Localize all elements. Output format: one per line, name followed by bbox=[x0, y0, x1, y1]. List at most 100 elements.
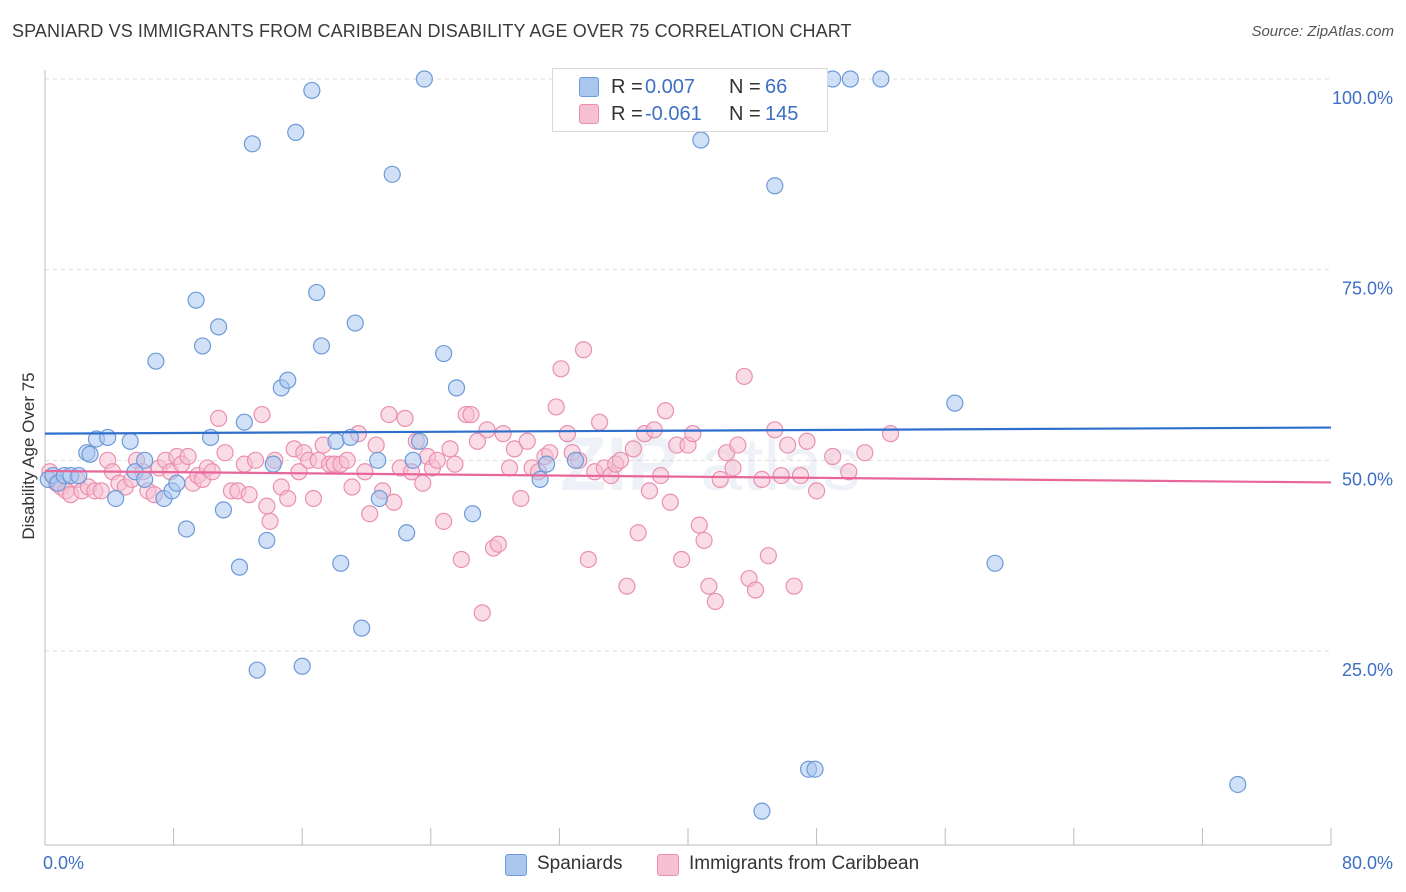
legend-n-value: 145 bbox=[765, 103, 799, 125]
point-spaniard bbox=[147, 352, 165, 370]
point-caribbean bbox=[746, 581, 765, 599]
point-spaniard bbox=[766, 177, 784, 195]
legend-row-spaniards: R = 0.007 N = 66 bbox=[553, 74, 827, 100]
point-caribbean bbox=[216, 444, 234, 462]
point-spaniard bbox=[341, 428, 360, 447]
x-ticks bbox=[44, 828, 1332, 845]
point-spaniard bbox=[841, 70, 859, 88]
point-spaniard bbox=[447, 379, 466, 397]
point-caribbean bbox=[552, 360, 570, 378]
point-spaniard bbox=[235, 413, 253, 431]
point-spaniard bbox=[370, 489, 388, 508]
point-spaniard bbox=[404, 451, 422, 469]
point-caribbean bbox=[672, 550, 691, 569]
point-spaniard bbox=[279, 371, 297, 389]
point-spaniard bbox=[70, 466, 88, 485]
point-spaniard bbox=[566, 451, 585, 469]
point-caribbean bbox=[179, 447, 197, 466]
point-spaniard bbox=[210, 318, 228, 336]
legend-n-label: N = bbox=[729, 76, 761, 98]
point-caribbean bbox=[304, 489, 323, 508]
point-caribbean bbox=[518, 432, 536, 450]
point-caribbean bbox=[711, 470, 729, 488]
point-spaniard bbox=[537, 455, 556, 473]
chart-title: SPANIARD VS IMMIGRANTS FROM CARIBBEAN DI… bbox=[12, 21, 852, 41]
point-spaniard bbox=[806, 760, 824, 778]
point-spaniard bbox=[177, 520, 196, 538]
point-caribbean bbox=[414, 474, 432, 492]
point-spaniard bbox=[346, 314, 364, 332]
x-tick-label-min: 0.0% bbox=[43, 853, 84, 873]
point-spaniard bbox=[353, 619, 371, 637]
point-caribbean bbox=[590, 413, 609, 431]
point-spaniard bbox=[136, 451, 154, 469]
point-spaniard bbox=[463, 505, 482, 523]
y-tick-label: 75.0% bbox=[1342, 279, 1393, 299]
legend-swatch-pink bbox=[657, 854, 679, 876]
legend-r-value: -0.061 bbox=[645, 103, 702, 125]
point-spaniard bbox=[230, 558, 249, 576]
legend-n-value: 66 bbox=[765, 76, 788, 98]
point-caribbean bbox=[729, 436, 747, 454]
point-caribbean bbox=[690, 516, 708, 534]
point-caribbean bbox=[396, 409, 414, 427]
point-caribbean bbox=[500, 459, 519, 477]
bottom-legend-label: Immigrants from Caribbean bbox=[689, 853, 920, 874]
point-caribbean bbox=[695, 531, 713, 550]
point-spaniard bbox=[531, 470, 549, 488]
point-spaniard bbox=[293, 657, 311, 675]
point-caribbean bbox=[361, 505, 379, 523]
point-caribbean bbox=[558, 425, 577, 443]
point-spaniard bbox=[193, 337, 212, 355]
point-spaniard bbox=[398, 524, 416, 542]
x-tick-label-max: 80.0% bbox=[1342, 853, 1393, 873]
point-spaniard bbox=[872, 70, 890, 88]
point-caribbean bbox=[807, 482, 826, 500]
point-caribbean bbox=[640, 482, 659, 500]
point-spaniard bbox=[303, 81, 321, 100]
point-caribbean bbox=[547, 398, 565, 416]
point-caribbean bbox=[246, 451, 265, 469]
point-caribbean bbox=[618, 577, 636, 595]
point-caribbean bbox=[706, 592, 724, 611]
point-spaniard bbox=[258, 531, 276, 550]
point-spaniard bbox=[107, 489, 125, 508]
point-caribbean bbox=[611, 451, 630, 469]
point-spaniard bbox=[136, 470, 154, 488]
point-caribbean bbox=[446, 455, 464, 473]
point-caribbean bbox=[92, 482, 110, 500]
point-caribbean bbox=[759, 547, 777, 565]
point-spaniard bbox=[243, 135, 261, 153]
point-caribbean bbox=[428, 451, 446, 469]
point-caribbean bbox=[724, 459, 742, 477]
point-spaniard bbox=[435, 344, 453, 363]
legend-swatch-blue bbox=[505, 854, 527, 876]
point-spaniard bbox=[248, 661, 266, 679]
series-immigrants-from-caribbean bbox=[41, 341, 900, 622]
legend-r-label: R = bbox=[611, 76, 643, 98]
point-caribbean bbox=[253, 405, 271, 424]
point-spaniard bbox=[369, 451, 387, 469]
point-spaniard bbox=[121, 432, 139, 450]
point-caribbean bbox=[791, 466, 810, 485]
legend-r-label: R = bbox=[611, 103, 643, 125]
point-caribbean bbox=[779, 436, 797, 454]
point-spaniard bbox=[410, 432, 429, 450]
point-spaniard bbox=[264, 455, 282, 473]
point-caribbean bbox=[579, 550, 597, 569]
point-spaniard bbox=[187, 291, 205, 309]
y-tick-label: 50.0% bbox=[1342, 469, 1393, 489]
point-caribbean bbox=[452, 550, 470, 569]
point-caribbean bbox=[478, 421, 496, 439]
trend-lines bbox=[44, 426, 1332, 484]
point-caribbean bbox=[494, 425, 512, 443]
point-spaniard bbox=[692, 131, 710, 149]
trend-line-spaniards bbox=[44, 426, 1332, 435]
y-tick-labels: 25.0% 50.0% 75.0% 100.0% bbox=[1332, 88, 1393, 680]
y-tick-label: 100.0% bbox=[1332, 88, 1393, 108]
point-caribbean bbox=[735, 367, 753, 386]
legend-r-value: 0.007 bbox=[645, 76, 696, 98]
point-caribbean bbox=[468, 432, 487, 450]
point-caribbean bbox=[753, 470, 771, 488]
